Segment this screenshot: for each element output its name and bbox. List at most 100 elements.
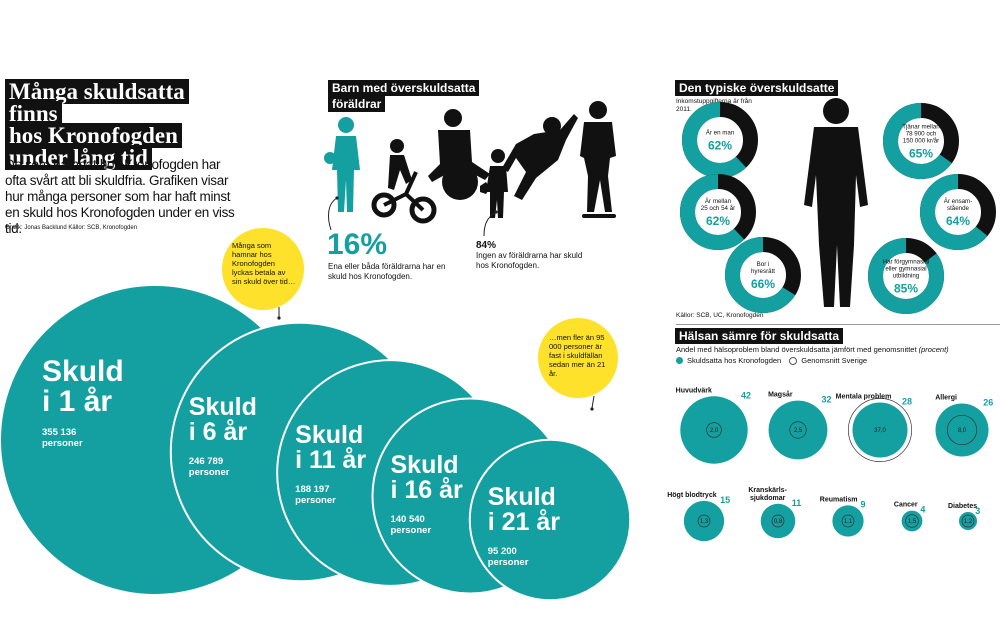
donut-label: 150 000 kr/år [903, 138, 939, 145]
health-category-label: Kranskärls- [748, 487, 787, 494]
donut-share [725, 237, 801, 313]
donut-value: 85% [894, 282, 918, 296]
debt-bubble [468, 438, 632, 600]
donut-label: Är ensam- [944, 198, 973, 205]
bike-child-icon [371, 139, 437, 224]
donut-share [920, 174, 996, 250]
health-bubble-avg [706, 422, 722, 438]
typical-title-text: Den typiske överskuldsatte [675, 80, 839, 96]
health-bubble-avg [946, 414, 978, 446]
note-pointer-bottom [590, 396, 595, 411]
health-avg-label: 8,0 [958, 428, 967, 434]
debt-bubble-label: Skuld [488, 483, 556, 511]
typical-subtitle: Inkomstuppgifterna är från 2011. [676, 98, 752, 113]
health-debt-value: 9 [860, 499, 865, 509]
health-bubble-avg [905, 514, 919, 528]
debt-bubble-value: 188 197 [295, 484, 329, 495]
health-subtitle-text: Andel med hälsoproblem bland överskuldsa… [676, 345, 917, 354]
teal-child-icon [324, 117, 360, 212]
legend-dot-debt [676, 357, 683, 364]
children-title-line: föräldrar [328, 96, 386, 112]
main-title-line: hos Kronofogden [5, 123, 182, 148]
debt-bubble-label: Skuld [189, 393, 257, 421]
health-bubble-debt [852, 402, 908, 458]
debt-bubble-label: i 16 år [390, 476, 463, 504]
main-title-line: Många skuldsatta finns [5, 79, 189, 126]
health-subtitle-unit: (procent) [918, 345, 949, 354]
health-bubble-avg [841, 514, 855, 528]
typical-title: Den typiske överskuldsatte [675, 80, 839, 96]
debt-bubble-label: i 1 år [42, 385, 112, 418]
donut-label: stående [947, 205, 970, 212]
health-title: Hälsan sämre för skuldsatta [675, 328, 844, 344]
health-bubble-chart: 2,0 Huvudvärk 42 2,5 Magsår 32 37,0 Mentala pro… [667, 387, 993, 542]
stat1-pointer [328, 196, 339, 231]
stat2-value: 84% [476, 240, 497, 251]
donut-label: Har förgymnasial [883, 259, 930, 266]
debt-bubble-unit: personer [488, 557, 529, 568]
health-bubble-debt [680, 396, 748, 464]
donut-label: Tjänar mellan [902, 124, 940, 131]
adult-on-ball-icon [428, 109, 490, 200]
health-avg-label: 1,5 [908, 519, 917, 525]
health-legend: Skuldsatta hos Kronofogden Genomsnitt Sv… [676, 356, 867, 365]
note-bottom-text: …men fler än 95 000 personer är fast i s… [549, 333, 606, 378]
donut-label: Är en man [706, 130, 735, 137]
main-title: Många skuldsatta finns hos Kronofogden u… [5, 79, 235, 170]
health-debt-value: 3 [975, 506, 980, 516]
health-subtitle: Andel med hälsoproblem bland överskuldsa… [676, 345, 949, 354]
health-bubble-avg [771, 514, 785, 528]
health-bubble-debt [760, 503, 796, 539]
health-category-label: Cancer [894, 502, 918, 509]
donut-label: utbildning [893, 273, 920, 280]
children-title-line: Barn med överskuldsatta [328, 80, 480, 96]
health-category-label: Huvudvärk [676, 387, 712, 394]
health-debt-value: 28 [902, 396, 912, 406]
health-title-text: Hälsan sämre för skuldsatta [675, 328, 844, 344]
health-category-label: Allergi [935, 394, 957, 401]
health-bubble-avg [697, 514, 711, 528]
health-debt-value: 4 [920, 505, 925, 515]
children-silhouettes [324, 101, 616, 224]
debt-bubble-unit: personer [189, 467, 230, 478]
health-avg-label: 0,8 [774, 519, 783, 525]
health-category-label: Mentala problem [836, 393, 892, 400]
health-category-label: Reumatism [820, 496, 858, 503]
donut-label: hyresrätt [751, 268, 775, 275]
health-avg-label: 2,0 [710, 428, 719, 434]
credit-text: Grafik: Jonas Backlund Källor: SCB, Kron… [5, 225, 138, 231]
donut-label: 25 och 54 år [701, 205, 735, 212]
health-avg-label: 1,1 [844, 519, 853, 525]
debt-bubble-value: 140 540 [390, 514, 424, 525]
debt-bubble-unit: personer [295, 495, 336, 506]
note-top-text: Många som hamnar hos Kronofogden lyckas … [232, 241, 296, 286]
jumping-teen-icon [502, 114, 578, 200]
donut-value: 66% [751, 277, 775, 291]
debt-bubble-value: 246 789 [189, 456, 223, 467]
intro-text: De som hamnat hos Kronofogden har ofta s… [5, 157, 235, 236]
main-title-line: under lång tid [5, 145, 152, 170]
health-bubble-avg [961, 514, 975, 528]
health-bubble-debt [683, 500, 725, 542]
health-category-label: Högt blodtryck [667, 492, 716, 499]
health-debt-value: 15 [720, 495, 730, 505]
skater-icon [580, 101, 616, 218]
typical-person-icon [804, 98, 868, 307]
health-category-label: Diabetes [948, 503, 977, 510]
donut-share [682, 102, 758, 178]
health-bubble-avg [789, 421, 807, 439]
health-debt-value: 11 [792, 498, 802, 508]
note-bubble-bottom [538, 318, 618, 398]
debt-bubble-value: 95 200 [488, 546, 517, 557]
health-avg-label: 37,0 [874, 428, 886, 434]
health-category-label: sjukdomar [750, 495, 786, 502]
legend-label-avg: Genomsnitt Sverige [801, 356, 868, 365]
donut-value: 65% [909, 147, 933, 161]
health-debt-value: 32 [822, 395, 832, 405]
note-pointer-top [277, 307, 281, 320]
debt-bubble-label: i 11 år [295, 446, 366, 474]
donut-share [868, 238, 944, 314]
legend-label-debt: Skuldsatta hos Kronofogden [687, 356, 782, 365]
